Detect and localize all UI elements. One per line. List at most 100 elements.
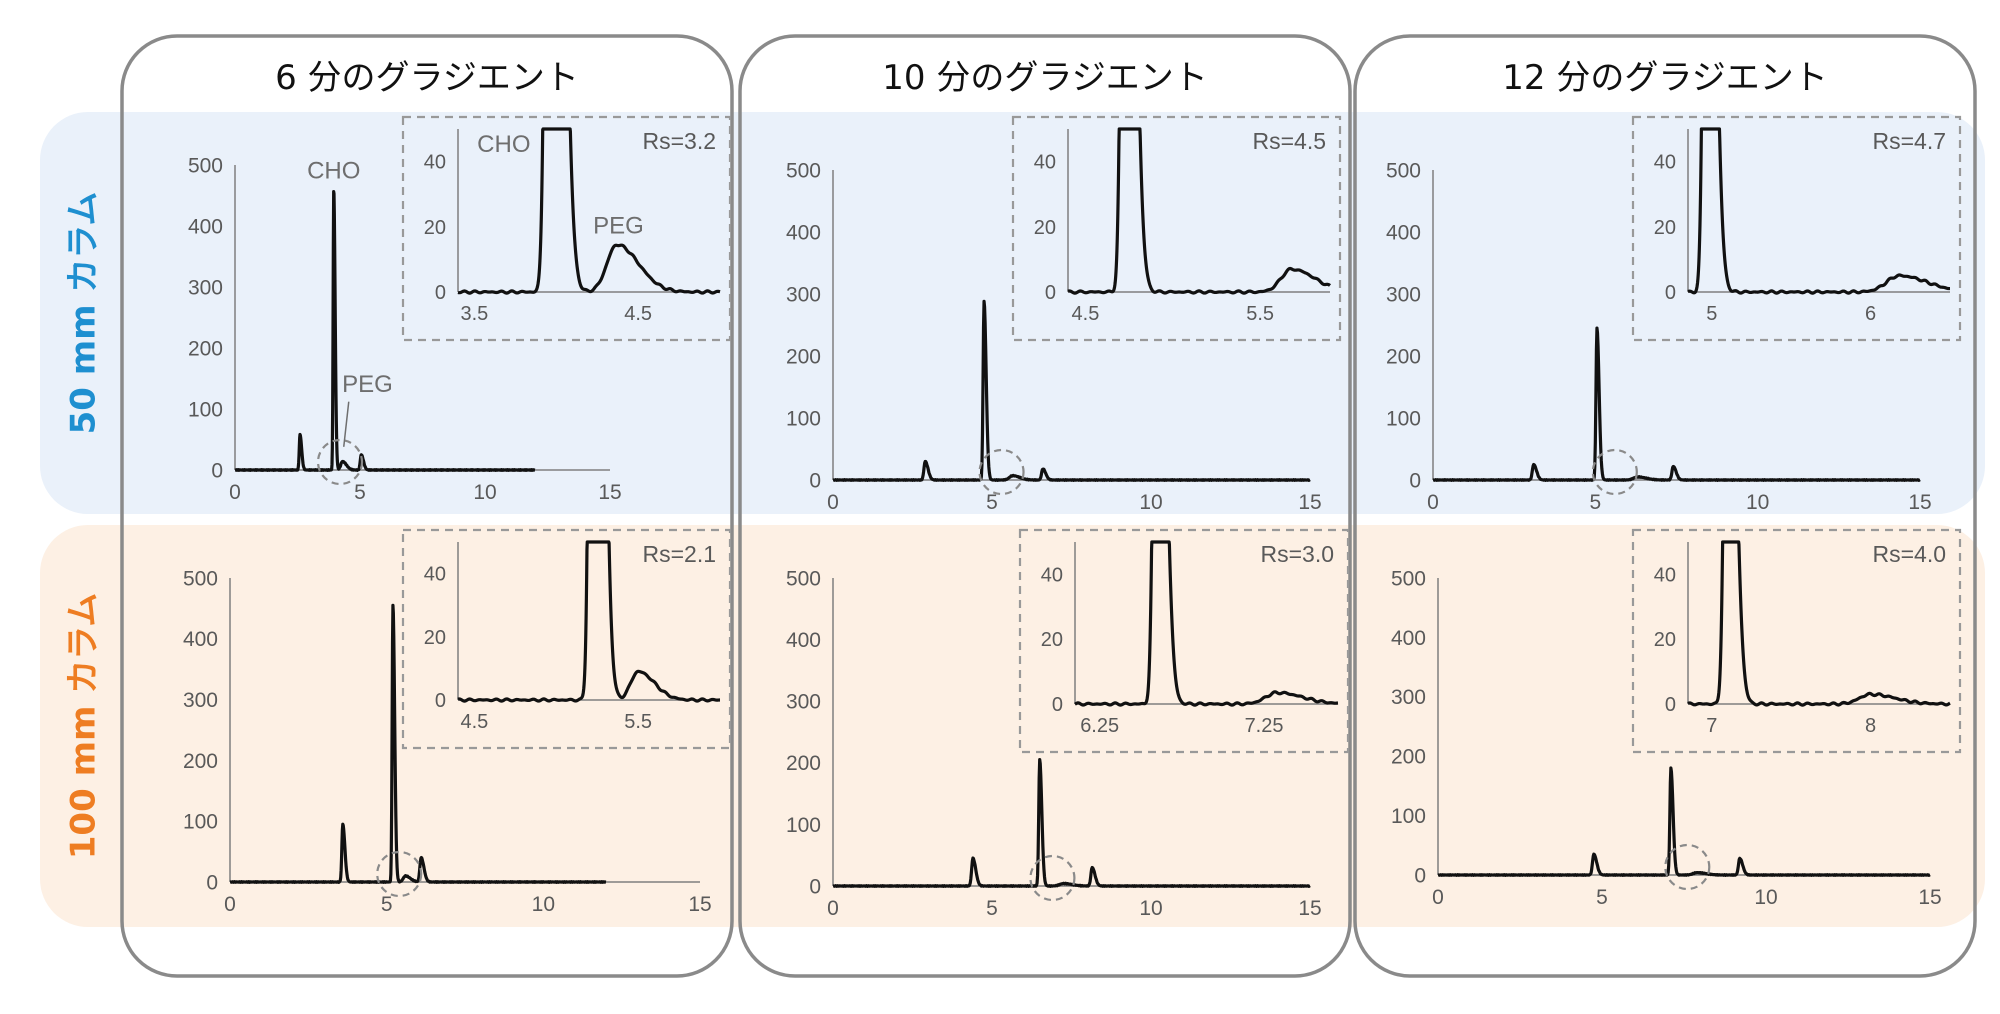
main-x-tick-label: 15 [1918,886,1941,909]
inset-border [1011,115,1342,342]
main-y-tick-label: 300 [188,276,223,299]
inset-y-tick-label: 40 [424,152,446,174]
inset-y-tick-label: 40 [1654,564,1676,586]
main-x-tick-label: 10 [1754,886,1777,909]
inset-x-tick-label: 8 [1865,715,1876,737]
inset-trace [1686,540,1952,707]
chromatogram-p-12min-100mm: 0 100 200 300 400 500 0 5 10 15 0 20 40 7 8 Rs=4.0 [1391,528,1962,909]
inset-y-tick-label: 20 [1041,629,1063,651]
main-y-tick-label: 500 [786,159,821,182]
chromatogram-p-6min-100mm: 0 100 200 300 400 500 0 5 10 15 0 20 40 4.5 5.5 Rs=2.1 [183,528,732,916]
main-y-tick-label: 100 [188,398,223,421]
main-y-tick-label: 500 [786,567,821,590]
main-y-tick-label: 100 [786,814,821,837]
main-y-tick-label: 400 [1391,627,1426,650]
main-x-tick-label: 15 [1298,897,1321,920]
chromatogram-p-10min-100mm: 0 100 200 300 400 500 0 5 10 15 0 20 40 6.25 7.25 Rs=3.… [786,528,1350,920]
inset-x-tick-label: 4.5 [460,711,488,733]
main-x-tick-label: 5 [1596,886,1608,909]
inset-trace [1686,127,1952,295]
main-y-tick-label: 400 [1386,221,1421,244]
main-x-tick-label: 10 [532,893,555,916]
main-y-tick-label: 100 [1386,407,1421,430]
peak-label: PEG [342,371,393,398]
inset-x-tick-label: 7 [1706,715,1717,737]
inset-y-tick-label: 0 [1665,694,1676,716]
main-x-tick-label: 0 [827,491,839,514]
main-x-tick-label: 5 [1589,491,1601,514]
main-y-tick-label: 500 [183,567,218,590]
resolution-label: Rs=2.1 [642,541,716,567]
gradient-frame-6min [120,34,734,978]
inset-trace [1066,127,1332,295]
inset-x-tick-label: 5.5 [1246,303,1274,325]
main-y-tick-label: 0 [206,871,218,894]
inset-y-tick-label: 40 [1034,152,1056,174]
main-y-tick-label: 100 [1391,805,1426,828]
inset-peak-label: PEG [593,212,644,239]
main-x-tick-label: 15 [1298,491,1321,514]
inset-y-tick-label: 20 [1654,629,1676,651]
main-x-tick-label: 5 [381,893,393,916]
peg-region-circle [978,448,1025,496]
inset-p-12min-100mm: 0 20 40 7 8 Rs=4.0 [1631,528,1962,754]
inset-x-tick-label: 4.5 [1072,303,1100,325]
resolution-label: Rs=4.7 [1872,128,1946,154]
inset-y-tick-label: 40 [1041,564,1063,586]
main-x-tick-label: 5 [986,897,998,920]
main-trace [233,190,537,472]
main-x-tick-label: 0 [827,897,839,920]
main-y-tick-label: 300 [786,283,821,306]
inset-x-tick-label: 3.5 [460,303,488,325]
main-y-tick-label: 0 [809,469,821,492]
main-y-tick-label: 200 [1386,345,1421,368]
gradient-title-6min: 6 分のグラジエント [275,58,579,98]
main-y-tick-label: 400 [786,221,821,244]
inset-border [1018,528,1350,754]
inset-trace [456,540,722,703]
peg-region-circle [1664,843,1711,891]
inset-x-tick-label: 6 [1865,303,1876,325]
main-x-tick-label: 15 [1908,491,1931,514]
main-trace [831,758,1312,888]
peg-region-circle [1591,448,1638,496]
main-x-tick-label: 10 [1746,491,1769,514]
inset-trace [456,127,722,295]
inset-border [401,115,732,342]
main-x-tick-label: 10 [1139,897,1162,920]
inset-y-tick-label: 0 [1052,694,1063,716]
inset-y-tick-label: 40 [424,564,446,586]
chromatogram-p-6min-50mm: 0 100 200 300 400 500 0 5 10 15 CHO PEG 0 20 40 3.5 4.5 R… [188,115,732,504]
inset-y-tick-label: 20 [1034,217,1056,239]
main-y-tick-label: 500 [188,154,223,177]
main-y-tick-label: 400 [183,628,218,651]
main-trace [1436,766,1932,877]
peg-region-circle [376,850,423,898]
peg-leader-line [343,401,350,447]
peg-region-circle [1029,854,1076,902]
inset-y-tick-label: 0 [1045,282,1056,304]
row-100mm-band [40,525,1985,927]
inset-y-tick-label: 20 [424,627,446,649]
main-y-tick-label: 0 [1409,469,1421,492]
main-y-tick-label: 500 [1391,567,1426,590]
inset-y-tick-label: 0 [1665,282,1676,304]
main-y-tick-label: 200 [188,337,223,360]
main-x-tick-label: 5 [354,481,366,504]
main-x-tick-label: 10 [1139,491,1162,514]
main-x-tick-label: 10 [473,481,496,504]
inset-y-tick-label: 0 [435,690,446,712]
inset-x-tick-label: 5.5 [624,711,652,733]
inset-border [1631,115,1962,342]
main-y-tick-label: 0 [1414,864,1426,887]
main-y-tick-label: 300 [1391,686,1426,709]
gradient-title-12min: 12 分のグラジエント [1502,58,1828,98]
main-x-tick-label: 0 [229,481,241,504]
inset-y-tick-label: 40 [1654,152,1676,174]
main-x-tick-label: 0 [1427,491,1439,514]
inset-y-tick-label: 20 [424,217,446,239]
main-x-tick-label: 15 [688,893,711,916]
main-y-tick-label: 0 [809,875,821,898]
